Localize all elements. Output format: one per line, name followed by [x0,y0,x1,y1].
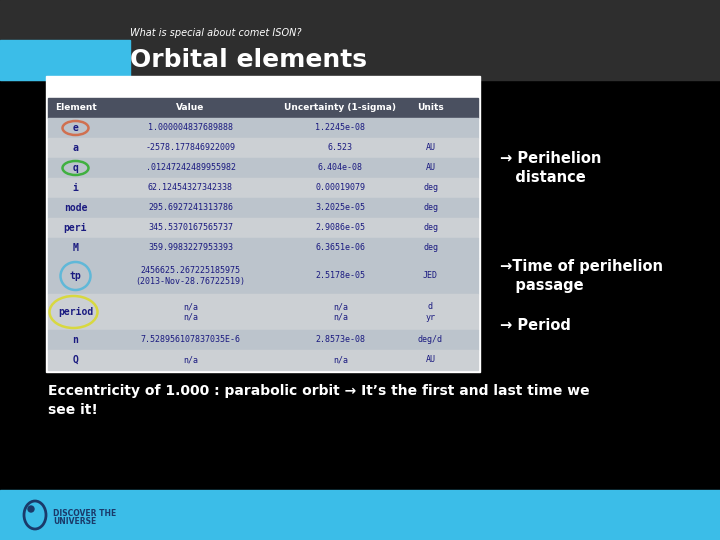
Text: deg: deg [423,204,438,213]
Text: M: M [73,243,78,253]
Text: Element: Element [55,104,96,112]
Text: Orbital elements: Orbital elements [130,48,367,72]
Text: i: i [73,183,78,193]
Text: d
yr: d yr [426,302,436,322]
Text: 0.00019079: 0.00019079 [315,184,366,192]
Text: n/a
n/a: n/a n/a [333,302,348,322]
Text: 6.523: 6.523 [328,144,353,152]
Bar [48,350,478,370]
Text: 1.000004837689888: 1.000004837689888 [148,124,233,132]
Bar [46,76,480,372]
Bar [48,218,478,238]
Text: deg: deg [423,244,438,253]
Text: 1.2245e-08: 1.2245e-08 [315,124,366,132]
Text: e: e [73,123,78,133]
Text: 62.12454327342338: 62.12454327342338 [148,184,233,192]
Bar [48,198,478,218]
Circle shape [28,506,34,512]
Text: node: node [64,203,87,213]
Text: deg/d: deg/d [418,335,443,345]
Text: q: q [73,163,78,173]
Text: AU: AU [426,355,436,364]
Bar [48,98,478,118]
Text: AU: AU [426,164,436,172]
Bar [48,330,478,350]
Bar [0,490,720,540]
Text: n/a: n/a [183,355,198,364]
Text: AU: AU [426,144,436,152]
Text: 2.5178e-05: 2.5178e-05 [315,272,366,280]
Text: Uncertainty (1-sigma): Uncertainty (1-sigma) [284,104,397,112]
Text: tp: tp [70,271,81,281]
Text: Q: Q [73,355,78,365]
Text: → Period: → Period [500,319,571,334]
Text: 6.3651e-06: 6.3651e-06 [315,244,366,253]
Bar [48,158,478,178]
Bar [0,0,720,80]
Bar [48,138,478,158]
Text: peri: peri [64,223,87,233]
Bar [0,40,130,80]
Text: .01247242489955982: .01247242489955982 [145,164,235,172]
Text: → Perihelion
   distance: → Perihelion distance [500,151,601,185]
Bar [48,118,478,138]
Text: 295.6927241313786: 295.6927241313786 [148,204,233,213]
Bar [48,294,478,330]
Text: Eccentricity of 1.000 : parabolic orbit → It’s the first and last time we
see it: Eccentricity of 1.000 : parabolic orbit … [48,384,590,417]
Text: deg: deg [423,224,438,233]
Bar [48,178,478,198]
Text: Value: Value [176,104,204,112]
Text: -2578.177846922009: -2578.177846922009 [145,144,235,152]
Text: n: n [73,335,78,345]
Text: DISCOVER THE: DISCOVER THE [53,510,116,518]
Text: 2456625.267225185975
(2013-Nov-28.76722519): 2456625.267225185975 (2013-Nov-28.767225… [135,266,246,286]
Text: JED: JED [423,272,438,280]
Text: 2.8573e-08: 2.8573e-08 [315,335,366,345]
Text: 345.5370167565737: 345.5370167565737 [148,224,233,233]
Text: n/a: n/a [333,355,348,364]
Text: a: a [73,143,78,153]
Text: 6.404e-08: 6.404e-08 [318,164,363,172]
Text: UNIVERSE: UNIVERSE [53,517,96,526]
Text: deg: deg [423,184,438,192]
Text: →Time of perihelion
   passage: →Time of perihelion passage [500,259,663,293]
Bar [48,258,478,294]
Text: 2.9086e-05: 2.9086e-05 [315,224,366,233]
Text: Units: Units [417,104,444,112]
Text: period: period [58,307,93,317]
Text: 3.2025e-05: 3.2025e-05 [315,204,366,213]
Text: n/a
n/a: n/a n/a [183,302,198,322]
Text: What is special about comet ISON?: What is special about comet ISON? [130,28,302,38]
Text: 359.9983227953393: 359.9983227953393 [148,244,233,253]
Text: 7.528956107837035E-6: 7.528956107837035E-6 [140,335,240,345]
Bar [48,238,478,258]
